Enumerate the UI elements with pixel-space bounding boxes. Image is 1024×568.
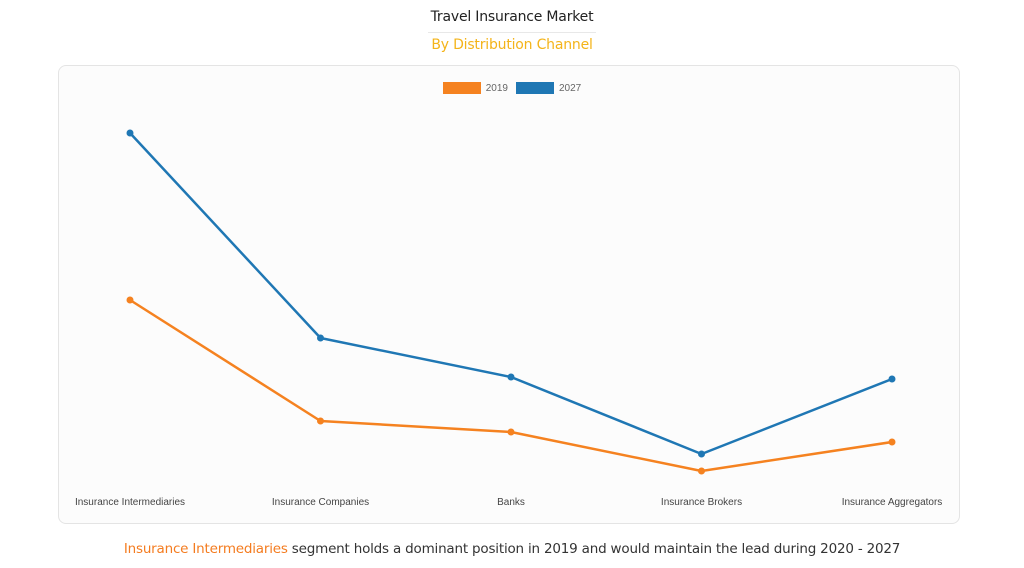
chart-caption: Insurance Intermediaries segment holds a… (0, 541, 1024, 557)
chart-subtitle: By Distribution Channel (431, 37, 593, 53)
data-point-2027-0[interactable] (126, 129, 134, 137)
x-axis-label: Banks (497, 497, 525, 508)
data-point-2019-3[interactable] (698, 467, 705, 475)
legend-label-2027: 2027 (559, 82, 582, 94)
data-point-2027-1[interactable] (317, 334, 324, 342)
legend-swatch-2027 (516, 82, 554, 94)
chart-panel (58, 65, 960, 524)
data-point-2019-0[interactable] (126, 296, 134, 304)
legend-item-2019[interactable]: 2019 (442, 82, 508, 94)
data-point-2027-2[interactable] (507, 373, 515, 381)
legend-label-2019: 2019 (485, 82, 508, 94)
data-point-2027-3[interactable] (698, 450, 705, 458)
x-axis-label: Insurance Companies (271, 497, 370, 508)
series-line-2027 (129, 132, 893, 456)
legend-item-2027[interactable]: 2027 (516, 82, 581, 94)
data-point-2019-1[interactable] (317, 417, 324, 425)
data-point-2019-4[interactable] (888, 438, 896, 446)
caption-text: segment holds a dominant position in 201… (287, 541, 901, 557)
x-axis-label: Insurance Aggregators (841, 497, 943, 508)
x-axis-label: Insurance Brokers (660, 497, 743, 508)
chart-legend: 2019 2027 (0, 81, 1024, 95)
series-line-2019 (129, 298, 893, 473)
legend-swatch-2019 (442, 82, 481, 94)
caption-highlight: Insurance Intermediaries (123, 541, 288, 557)
data-point-2027-4[interactable] (888, 375, 896, 383)
title-divider (428, 32, 596, 33)
x-axis-label: Insurance Intermediaries (74, 497, 186, 508)
chart-title: Travel Insurance Market (430, 9, 594, 25)
data-point-2019-2[interactable] (507, 428, 515, 436)
